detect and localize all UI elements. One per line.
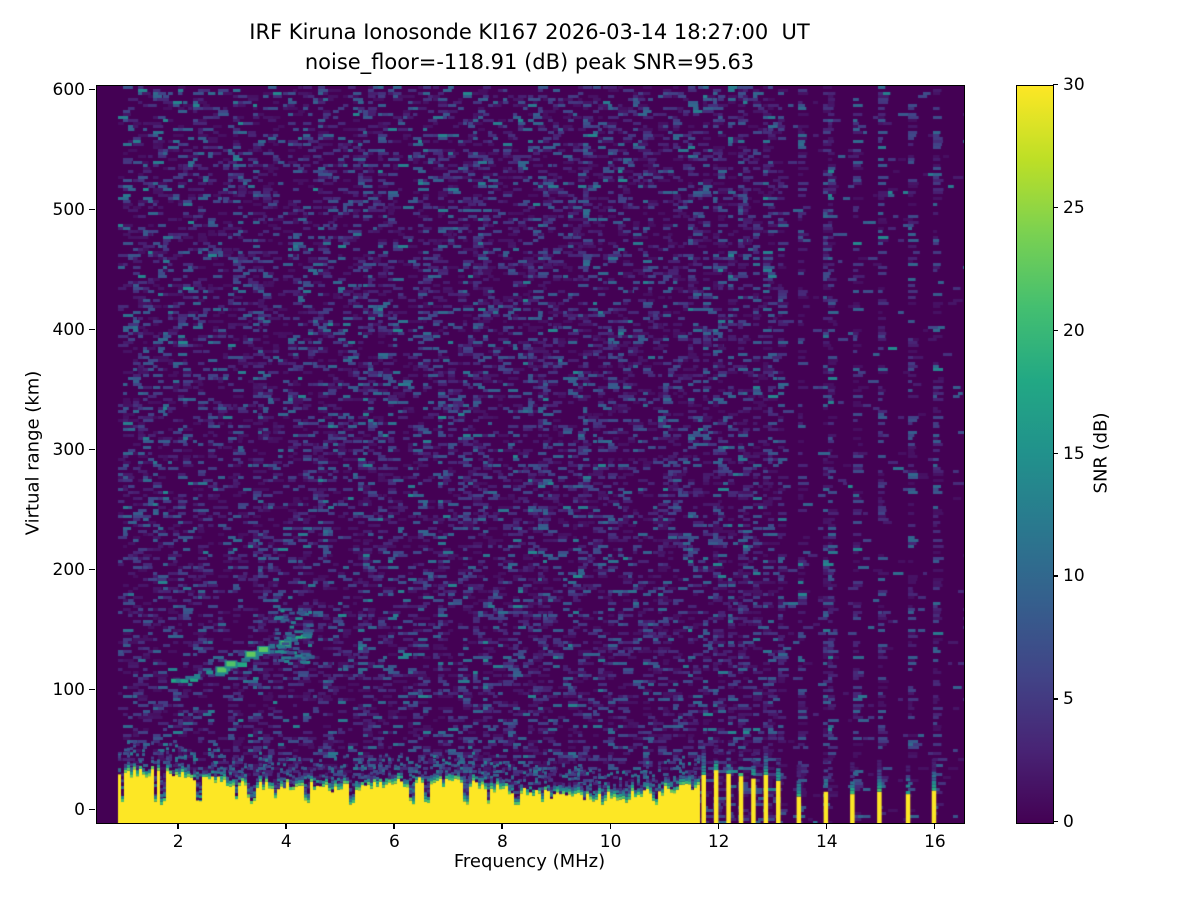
- x-tick-mark: [609, 823, 611, 829]
- y-tick-label: 200: [52, 559, 85, 580]
- colorbar-tick-label: 0: [1063, 812, 1074, 832]
- y-tick-label: 500: [52, 199, 85, 220]
- plot-area: [96, 85, 965, 824]
- colorbar-tick-mark: [1053, 575, 1058, 577]
- colorbar-tick-label: 15: [1063, 443, 1085, 464]
- x-tick-mark: [177, 823, 179, 829]
- x-tick-label: 16: [924, 832, 946, 852]
- x-tick-label: 8: [497, 832, 508, 852]
- x-tick-mark: [501, 823, 503, 829]
- x-tick-mark: [933, 823, 936, 829]
- colorbar-tick-label: 10: [1063, 566, 1085, 587]
- colorbar-gradient: [1016, 85, 1054, 824]
- y-tick-mark: [89, 448, 95, 451]
- y-tick-label: 400: [52, 319, 85, 340]
- x-tick-mark: [285, 823, 287, 829]
- ionogram-heatmap: [97, 86, 964, 823]
- x-tick-label: 2: [172, 832, 184, 852]
- y-tick-mark: [89, 568, 95, 571]
- y-tick-label: 100: [52, 679, 85, 700]
- colorbar-tick-mark: [1053, 698, 1058, 700]
- y-tick-label: 300: [52, 439, 85, 460]
- y-tick-label: 0: [74, 799, 85, 820]
- x-tick-label: 12: [707, 832, 730, 852]
- colorbar-tick-mark: [1053, 329, 1058, 332]
- y-axis-label: Virtual range (km): [22, 370, 44, 536]
- y-tick-mark: [89, 208, 95, 211]
- colorbar-tick-label: 5: [1063, 689, 1074, 710]
- colorbar-tick-label: 25: [1063, 197, 1085, 218]
- colorbar-tick-label: 30: [1063, 75, 1085, 95]
- x-tick-mark: [393, 823, 395, 829]
- colorbar-tick-mark: [1053, 821, 1058, 823]
- colorbar-tick-mark: [1053, 452, 1058, 454]
- y-tick-mark: [89, 688, 95, 691]
- x-tick-label: 6: [388, 832, 400, 852]
- x-axis-label: Frequency (MHz): [453, 851, 606, 872]
- colorbar-tick-label: 20: [1063, 320, 1085, 341]
- x-tick-mark: [825, 823, 828, 829]
- plot-title: IRF Kiruna Ionosonde KI167 2026-03-14 18…: [249, 20, 810, 44]
- x-tick-label: 10: [599, 832, 622, 852]
- y-tick-mark: [89, 328, 95, 331]
- plot-subtitle: noise_floor=-118.91 (dB) peak SNR=95.63: [304, 50, 755, 74]
- y-tick-mark: [89, 808, 95, 811]
- x-tick-label: 14: [815, 832, 838, 852]
- x-tick-mark: [717, 823, 720, 829]
- colorbar-label: SNR (dB): [1090, 412, 1112, 494]
- x-tick-label: 4: [280, 832, 292, 852]
- y-tick-mark: [89, 88, 95, 91]
- y-tick-label: 600: [52, 79, 85, 100]
- colorbar-tick-mark: [1053, 84, 1058, 86]
- colorbar-tick-mark: [1053, 206, 1058, 209]
